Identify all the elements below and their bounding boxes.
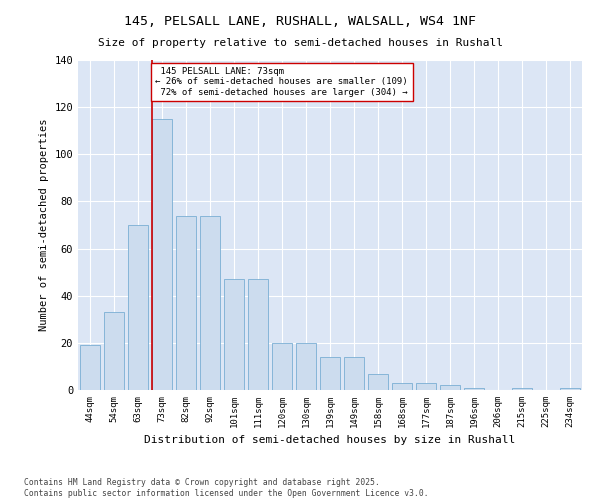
X-axis label: Distribution of semi-detached houses by size in Rushall: Distribution of semi-detached houses by … [145,436,515,446]
Bar [560,388,580,390]
Bar [512,388,532,390]
Bar [296,343,316,390]
Text: 145 PELSALL LANE: 73sqm
← 26% of semi-detached houses are smaller (109)
 72% of : 145 PELSALL LANE: 73sqm ← 26% of semi-de… [155,67,408,97]
Y-axis label: Number of semi-detached properties: Number of semi-detached properties [39,118,49,331]
Bar [80,345,100,390]
Bar [344,357,364,390]
Bar [416,383,436,390]
Bar [272,343,292,390]
Bar [320,357,340,390]
Bar [200,216,220,390]
Text: Size of property relative to semi-detached houses in Rushall: Size of property relative to semi-detach… [97,38,503,48]
Bar [248,279,268,390]
Bar [392,383,412,390]
Bar [176,216,196,390]
Text: Contains HM Land Registry data © Crown copyright and database right 2025.
Contai: Contains HM Land Registry data © Crown c… [24,478,428,498]
Bar [440,386,460,390]
Bar [368,374,388,390]
Text: 145, PELSALL LANE, RUSHALL, WALSALL, WS4 1NF: 145, PELSALL LANE, RUSHALL, WALSALL, WS4… [124,15,476,28]
Bar [104,312,124,390]
Bar [152,119,172,390]
Bar [224,279,244,390]
Bar [464,388,484,390]
Bar [128,225,148,390]
